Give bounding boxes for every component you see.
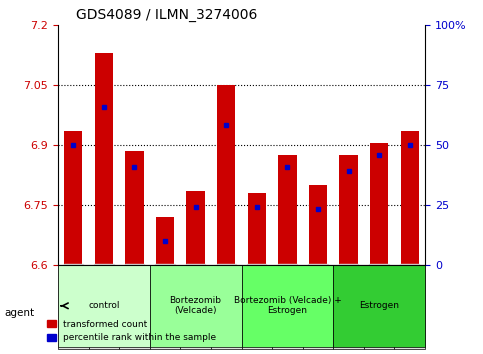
Bar [309, 185, 327, 265]
FancyBboxPatch shape [272, 265, 303, 349]
FancyBboxPatch shape [119, 265, 150, 349]
Text: Estrogen: Estrogen [359, 301, 399, 310]
FancyBboxPatch shape [211, 265, 242, 349]
Text: Bortezomib (Velcade) +
Estrogen: Bortezomib (Velcade) + Estrogen [233, 296, 341, 315]
FancyBboxPatch shape [242, 265, 333, 347]
Bar [340, 155, 358, 265]
Bar [400, 131, 419, 265]
FancyBboxPatch shape [364, 265, 395, 349]
FancyBboxPatch shape [58, 265, 150, 347]
FancyBboxPatch shape [333, 265, 425, 347]
Legend: transformed count, percentile rank within the sample: transformed count, percentile rank withi… [43, 316, 220, 346]
Bar [156, 217, 174, 265]
FancyBboxPatch shape [88, 265, 119, 349]
Bar [248, 193, 266, 265]
FancyBboxPatch shape [303, 265, 333, 349]
FancyBboxPatch shape [242, 265, 272, 349]
Text: agent: agent [5, 308, 35, 318]
FancyBboxPatch shape [180, 265, 211, 349]
Bar [370, 143, 388, 265]
FancyBboxPatch shape [150, 265, 242, 347]
Bar [125, 151, 143, 265]
Bar [217, 85, 235, 265]
Text: GDS4089 / ILMN_3274006: GDS4089 / ILMN_3274006 [76, 8, 258, 22]
Text: Bortezomib
(Velcade): Bortezomib (Velcade) [170, 296, 222, 315]
Bar [95, 53, 113, 265]
FancyBboxPatch shape [58, 265, 88, 349]
FancyBboxPatch shape [333, 265, 364, 349]
Text: control: control [88, 301, 120, 310]
FancyBboxPatch shape [150, 265, 180, 349]
FancyBboxPatch shape [395, 265, 425, 349]
Bar [278, 155, 297, 265]
Bar [64, 131, 83, 265]
Bar [186, 191, 205, 265]
